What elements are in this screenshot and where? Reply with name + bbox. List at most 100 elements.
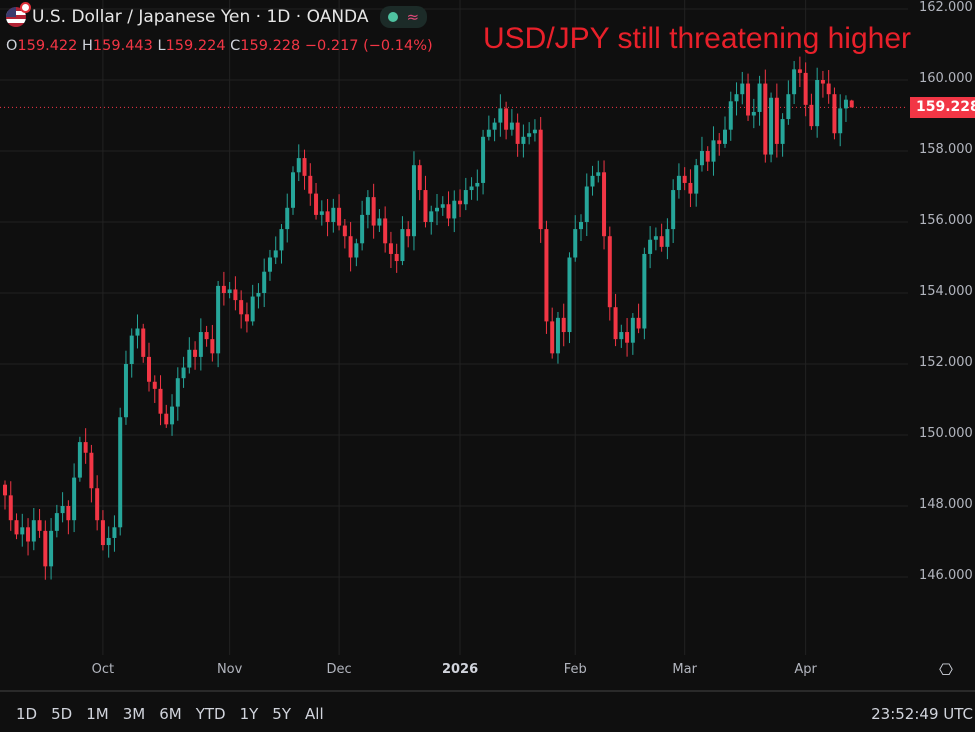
range-button-all[interactable]: All: [305, 705, 324, 723]
candle-body: [279, 229, 284, 251]
candle-body: [613, 307, 618, 340]
candle-body: [734, 94, 739, 102]
candle-body: [843, 99, 848, 109]
candle-body: [544, 229, 549, 322]
candle-body: [527, 133, 532, 137]
candle-body: [43, 530, 48, 567]
candle-body: [521, 136, 526, 144]
candle-body: [797, 69, 802, 73]
candle-body: [273, 250, 278, 258]
candle-body: [492, 122, 497, 130]
candle-body: [475, 182, 480, 187]
candle-body: [3, 484, 7, 496]
range-button-1y[interactable]: 1Y: [239, 705, 259, 723]
candle-body: [181, 367, 186, 379]
candle-body: [809, 104, 814, 127]
candle-body: [204, 332, 209, 340]
x-tick-label: Oct: [91, 662, 115, 677]
candle-body: [584, 186, 589, 222]
candle-body: [170, 406, 175, 425]
open-value: 159.422: [17, 38, 78, 54]
candle-body: [504, 108, 509, 130]
candle-body: [262, 271, 267, 293]
y-tick-label: 148.000: [919, 497, 973, 512]
x-tick-label: Nov: [216, 662, 243, 677]
symbol-legend[interactable]: U.S. Dollar / Japanese Yen · 1D · OANDA …: [6, 2, 428, 28]
market-status-pill[interactable]: ≈: [380, 6, 428, 28]
candle-body: [72, 477, 77, 521]
candle-body: [377, 218, 382, 226]
range-button-5y[interactable]: 5Y: [272, 705, 292, 723]
candle-body: [135, 328, 140, 336]
candle-body: [567, 257, 572, 333]
candle-body: [233, 289, 238, 301]
candle-body: [579, 222, 583, 230]
candle-body: [757, 83, 762, 112]
candle-body: [291, 172, 295, 208]
candle-body: [625, 332, 630, 343]
range-button-ytd[interactable]: YTD: [195, 705, 226, 723]
candle-body: [106, 537, 111, 546]
candle-body: [763, 83, 768, 155]
range-selector: 1D 5D 1M 3M 6M YTD 1Y 5Y All: [16, 705, 324, 723]
candle-body: [786, 94, 791, 120]
range-button-1d[interactable]: 1D: [16, 705, 38, 723]
candle-body: [838, 108, 843, 134]
candle-body: [746, 83, 751, 116]
candle-body: [147, 356, 151, 382]
range-button-5d[interactable]: 5D: [51, 705, 73, 723]
low-value: 159.224: [165, 38, 226, 54]
y-tick-label: 156.000: [919, 213, 973, 228]
candle-body: [411, 165, 416, 237]
candle-body: [435, 207, 439, 212]
candle-body: [486, 129, 491, 137]
candle-body: [152, 381, 157, 389]
candle-body: [112, 527, 117, 538]
candle-body: [158, 388, 163, 414]
range-button-6m[interactable]: 6M: [159, 705, 182, 723]
candle-body: [348, 236, 353, 258]
candle-body: [308, 175, 313, 194]
candle-body: [100, 520, 105, 546]
candle-body: [95, 488, 100, 521]
candlestick-chart[interactable]: [0, 0, 975, 690]
candle-body: [820, 80, 825, 84]
utc-clock[interactable]: 23:52:49 UTC: [871, 705, 973, 723]
candle-body: [26, 527, 31, 542]
candle-body: [659, 236, 664, 247]
candle-body: [751, 111, 756, 116]
candle-body: [498, 108, 503, 123]
candle-body: [774, 97, 779, 144]
candle-body: [302, 158, 307, 176]
close-label: C: [230, 38, 241, 54]
candle-body: [561, 317, 566, 333]
candle-body: [826, 83, 831, 95]
candle-body: [481, 136, 486, 183]
candle-body: [636, 317, 641, 329]
candle-body: [360, 214, 365, 244]
candle-body: [83, 442, 88, 453]
candle-body: [699, 151, 704, 166]
candle-body: [371, 197, 376, 226]
change-value: −0.217 (−0.14%): [304, 38, 433, 54]
range-button-3m[interactable]: 3M: [122, 705, 146, 723]
candle-body: [653, 236, 658, 240]
settings-icon[interactable]: ⎔: [939, 660, 953, 679]
candle-body: [728, 101, 733, 130]
candle-body: [89, 452, 94, 489]
candle-body: [198, 332, 203, 357]
candle-body: [463, 190, 468, 205]
candle-body: [423, 190, 428, 222]
x-tick-label: Mar: [672, 662, 697, 677]
open-label: O: [6, 38, 18, 54]
y-tick-label: 150.000: [919, 426, 973, 441]
candle-body: [849, 100, 854, 108]
candle-body: [532, 129, 537, 134]
wave-icon: ≈: [406, 8, 420, 26]
candle-body: [515, 122, 520, 144]
candle-body: [555, 317, 560, 354]
candle-body: [267, 257, 272, 272]
candle-body: [77, 442, 82, 478]
range-button-1m[interactable]: 1M: [86, 705, 109, 723]
candle-body: [740, 83, 745, 95]
